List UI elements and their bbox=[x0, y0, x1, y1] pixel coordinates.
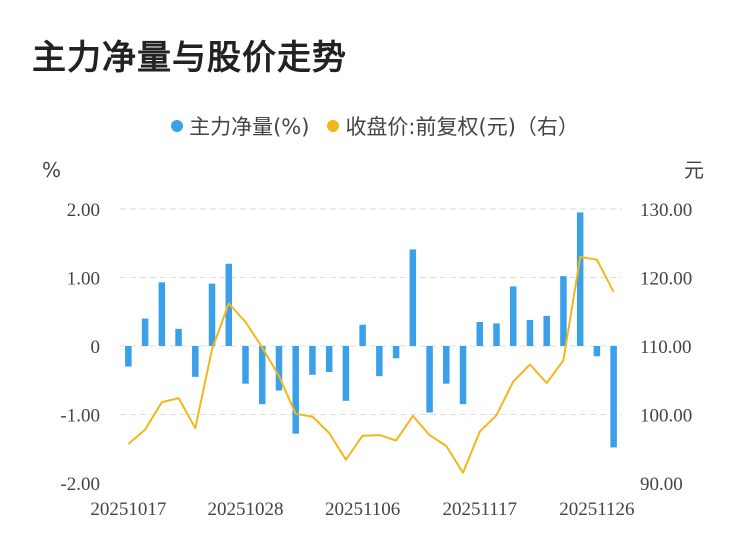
net-volume-bar bbox=[560, 276, 567, 346]
right-axis-unit: 元 bbox=[684, 158, 704, 182]
legend-dot-line bbox=[327, 120, 340, 132]
legend-item-close-price[interactable]: 收盘价:前复权(元)（右） bbox=[327, 111, 579, 141]
net-volume-bar bbox=[476, 322, 484, 346]
net-volume-bar bbox=[325, 346, 333, 373]
x-axis-tick: 20251126 bbox=[559, 499, 634, 520]
legend-dot-bar bbox=[171, 120, 184, 132]
net-volume-bar bbox=[141, 318, 149, 346]
chart-title: 主力净量与股价走势 bbox=[32, 38, 347, 78]
net-volume-bar bbox=[376, 346, 383, 377]
net-volume-bar bbox=[292, 346, 299, 434]
x-axis-tick: 20251106 bbox=[325, 499, 400, 520]
right-axis-tick: 100.00 bbox=[640, 406, 692, 427]
right-axis-tick: 90.00 bbox=[640, 474, 683, 495]
net-volume-bar bbox=[275, 346, 283, 391]
net-volume-bar bbox=[426, 346, 433, 413]
left-axis-tick: 1.00 bbox=[67, 269, 100, 290]
left-axis-unit: % bbox=[42, 158, 61, 182]
close-price-line bbox=[127, 256, 615, 474]
right-axis-tick: 130.00 bbox=[640, 200, 692, 221]
x-axis-tick: 20251017 bbox=[90, 499, 166, 520]
left-axis-tick: -1.00 bbox=[60, 406, 100, 427]
left-axis-tick: 2.00 bbox=[67, 200, 100, 221]
net-volume-bar bbox=[208, 283, 216, 346]
net-volume-bar bbox=[409, 249, 417, 346]
net-volume-bar bbox=[125, 346, 132, 367]
net-volume-bar bbox=[192, 346, 199, 377]
net-volume-bar bbox=[443, 346, 450, 384]
x-axis-tick: 20251117 bbox=[442, 499, 517, 520]
net-volume-bar bbox=[175, 328, 182, 346]
net-volume-bar bbox=[509, 286, 517, 346]
net-volume-bar bbox=[593, 346, 601, 357]
net-volume-bar bbox=[258, 346, 266, 405]
left-axis-tick: 0 bbox=[91, 337, 101, 358]
net-volume-bar bbox=[610, 346, 617, 448]
net-volume-bar bbox=[309, 346, 316, 375]
net-volume-bar bbox=[392, 346, 400, 359]
net-volume-bar bbox=[359, 324, 366, 346]
net-volume-bar bbox=[342, 346, 350, 401]
net-volume-bar bbox=[493, 323, 500, 346]
net-volume-bar bbox=[543, 315, 550, 346]
legend-item-net-volume[interactable]: 主力净量(%) bbox=[171, 111, 309, 141]
net-volume-bar bbox=[526, 319, 534, 346]
right-axis-tick: 110.00 bbox=[640, 337, 692, 358]
left-axis-tick: -2.00 bbox=[60, 474, 100, 495]
right-axis-tick: 120.00 bbox=[640, 269, 692, 290]
net-volume-bar bbox=[459, 346, 467, 405]
net-volume-bar bbox=[576, 212, 584, 346]
net-volume-bar bbox=[158, 282, 166, 346]
legend-label-net-volume: 主力净量(%) bbox=[189, 115, 310, 139]
legend-label-close-price: 收盘价:前复权(元)（右） bbox=[345, 115, 579, 139]
net-volume-bar bbox=[242, 346, 249, 384]
legend: 主力净量(%) 收盘价:前复权(元)（右） bbox=[0, 111, 750, 141]
x-axis-tick: 20251028 bbox=[208, 499, 284, 520]
